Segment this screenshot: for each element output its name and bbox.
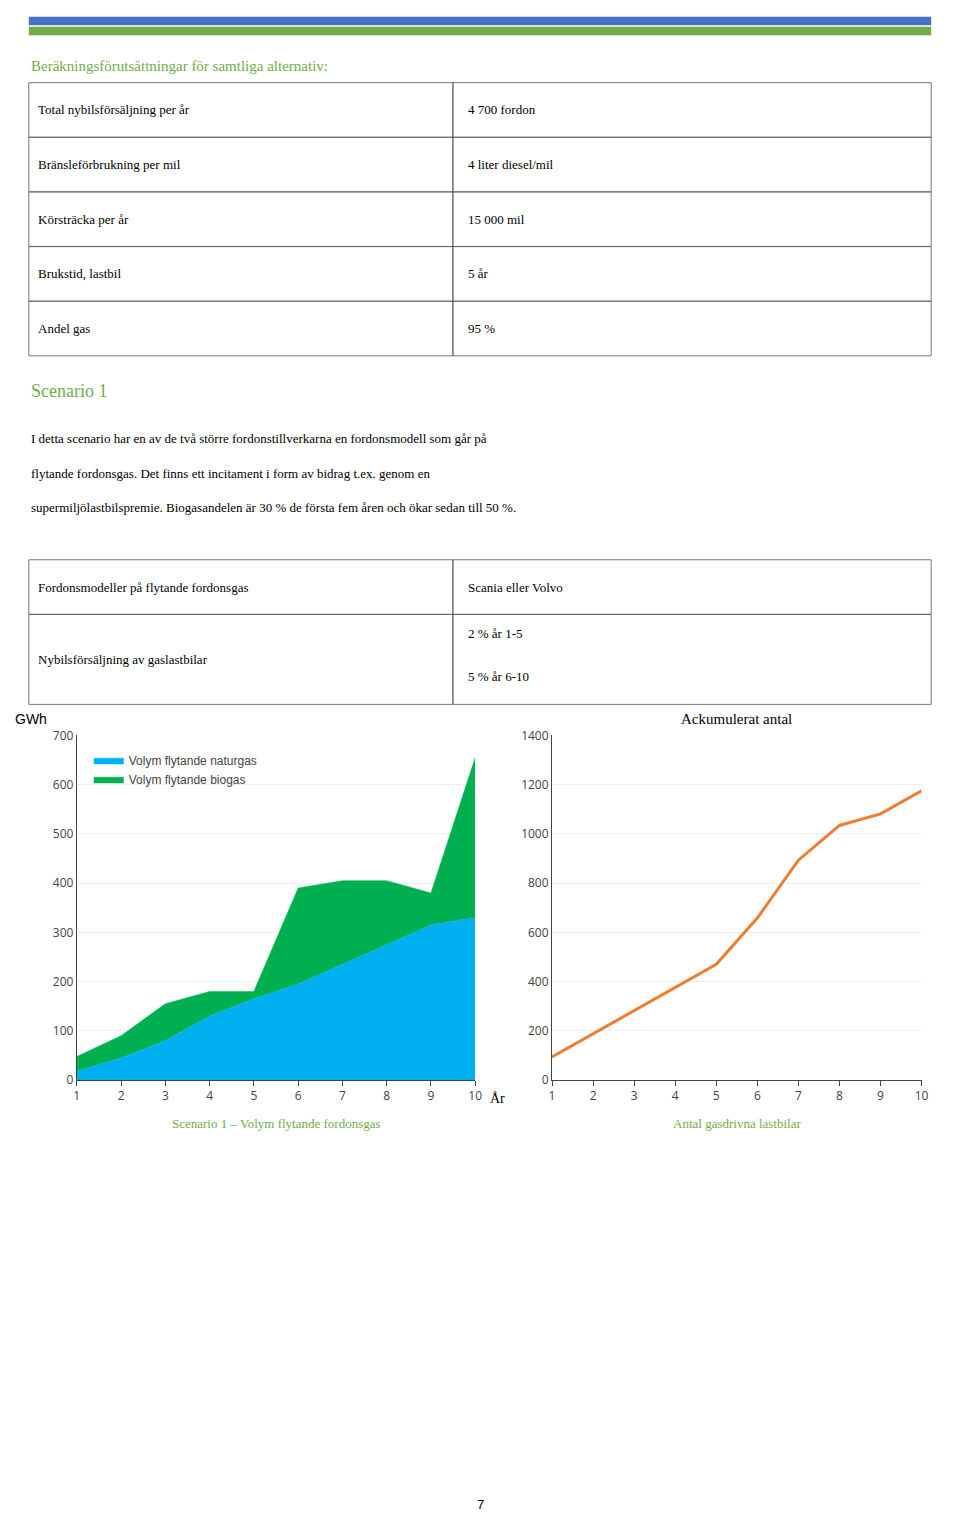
svg-text:3: 3 [162, 1087, 169, 1104]
svg-text:I detta scenario har en av de: I detta scenario har en av de två större… [31, 431, 487, 446]
svg-text:9: 9 [427, 1087, 434, 1104]
svg-text:Scenario 1 – Volym flytande fo: Scenario 1 – Volym flytande fordonsgas [172, 1116, 381, 1131]
svg-text:8: 8 [836, 1087, 843, 1104]
svg-text:Volym flytande biogas: Volym flytande biogas [129, 773, 246, 787]
svg-text:Scenario 1: Scenario 1 [31, 381, 107, 401]
svg-text:100: 100 [53, 1022, 74, 1039]
svg-text:1000: 1000 [521, 825, 549, 842]
svg-text:Brukstid, lastbil: Brukstid, lastbil [38, 266, 121, 281]
svg-text:700: 700 [53, 727, 74, 744]
svg-text:2: 2 [118, 1087, 125, 1104]
svg-text:8: 8 [383, 1087, 390, 1104]
svg-text:10: 10 [915, 1087, 929, 1104]
svg-text:Ackumulerat antal: Ackumulerat antal [681, 711, 792, 727]
svg-text:4 700 fordon: 4 700 fordon [468, 102, 536, 117]
svg-text:400: 400 [528, 973, 549, 990]
svg-text:0: 0 [67, 1071, 74, 1088]
svg-text:200: 200 [528, 1022, 549, 1039]
svg-text:supermiljölastbilspremie. Biog: supermiljölastbilspremie. Biogasandelen … [31, 500, 516, 515]
svg-text:300: 300 [53, 924, 74, 941]
svg-text:0: 0 [542, 1071, 549, 1088]
svg-text:Andel gas: Andel gas [38, 321, 90, 336]
svg-text:Nybilsförsäljning av gaslastbi: Nybilsförsäljning av gaslastbilar [38, 652, 208, 667]
svg-text:2 % år 1-5: 2 % år 1-5 [468, 626, 523, 641]
svg-text:Scania eller Volvo: Scania eller Volvo [468, 580, 563, 595]
svg-text:4: 4 [672, 1087, 679, 1104]
svg-text:200: 200 [53, 973, 74, 990]
svg-text:flytande fordonsgas. Det finns: flytande fordonsgas. Det finns ett incit… [31, 466, 430, 481]
svg-text:2: 2 [590, 1087, 597, 1104]
svg-text:400: 400 [53, 874, 74, 891]
svg-text:95 %: 95 % [468, 321, 495, 336]
svg-text:År: År [490, 1091, 505, 1106]
svg-text:10: 10 [468, 1087, 482, 1104]
svg-text:800: 800 [528, 874, 549, 891]
svg-text:600: 600 [53, 776, 74, 793]
svg-text:15 000 mil: 15 000 mil [468, 212, 525, 227]
svg-text:Körsträcka per år: Körsträcka per år [38, 212, 129, 227]
svg-text:1: 1 [73, 1087, 80, 1104]
svg-text:Volym flytande naturgas: Volym flytande naturgas [129, 754, 257, 768]
svg-text:3: 3 [631, 1087, 638, 1104]
svg-text:4: 4 [206, 1087, 213, 1104]
svg-text:5: 5 [713, 1087, 720, 1104]
svg-text:6: 6 [754, 1087, 761, 1104]
svg-text:Bränsleförbrukning per mil: Bränsleförbrukning per mil [38, 157, 181, 172]
svg-text:7: 7 [795, 1087, 802, 1104]
svg-text:4 liter diesel/mil: 4 liter diesel/mil [468, 157, 554, 172]
svg-text:6: 6 [295, 1087, 302, 1104]
svg-text:7: 7 [477, 1497, 484, 1512]
svg-text:7: 7 [339, 1087, 346, 1104]
svg-text:9: 9 [877, 1087, 884, 1104]
svg-text:Beräkningsförutsättningar för: Beräkningsförutsättningar för samtliga a… [31, 58, 328, 74]
svg-text:600: 600 [528, 924, 549, 941]
svg-text:5 år: 5 år [468, 266, 489, 281]
svg-text:Total nybilsförsäljning per år: Total nybilsförsäljning per år [38, 102, 190, 117]
svg-text:1200: 1200 [521, 776, 549, 793]
svg-text:500: 500 [53, 825, 74, 842]
svg-text:Fordonsmodeller på flytande fo: Fordonsmodeller på flytande fordonsgas [38, 580, 248, 595]
svg-text:5 % år 6-10: 5 % år 6-10 [468, 669, 529, 684]
svg-text:1: 1 [549, 1087, 556, 1104]
svg-text:GWh: GWh [15, 711, 47, 727]
svg-text:Antal gasdrivna lastbilar: Antal gasdrivna lastbilar [673, 1116, 801, 1131]
svg-text:5: 5 [250, 1087, 257, 1104]
svg-text:1400: 1400 [521, 727, 549, 744]
